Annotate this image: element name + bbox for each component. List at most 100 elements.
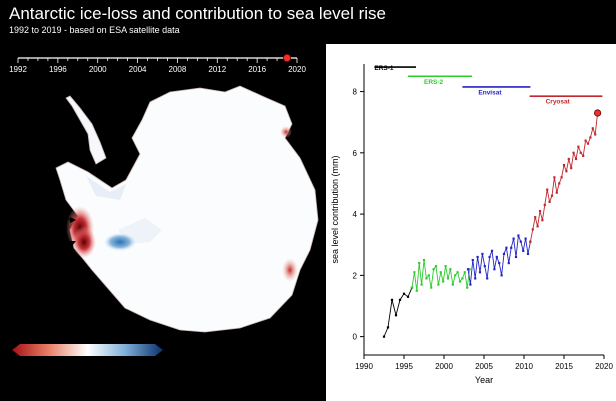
- data-point: [574, 157, 578, 161]
- timeline-tick-label: 2016: [248, 65, 266, 74]
- x-tick-label: 2010: [515, 362, 533, 371]
- data-point: [512, 237, 515, 240]
- mission-label: Cryosat: [546, 99, 571, 106]
- y-tick-label: 8: [353, 88, 358, 97]
- data-point: [507, 262, 510, 265]
- x-axis-label: Year: [475, 375, 493, 385]
- totten-loss-area: [282, 258, 298, 282]
- data-point: [446, 277, 450, 280]
- data-point: [586, 142, 590, 145]
- data-point: [495, 255, 498, 259]
- series-line: [467, 235, 531, 285]
- colorbar-tick-label: 0: [85, 361, 90, 370]
- colorbar-title: elevation change (m): [20, 335, 95, 344]
- series-line: [411, 259, 471, 291]
- data-point: [420, 283, 423, 286]
- data-point: [469, 283, 472, 286]
- colorbar-tick-label: 20: [146, 361, 155, 370]
- data-point: [439, 271, 442, 274]
- data-point: [486, 277, 489, 280]
- east-coast-loss-area: [280, 126, 292, 138]
- data-point: [442, 280, 445, 283]
- data-point: [481, 252, 484, 256]
- data-point: [406, 295, 410, 298]
- data-point: [449, 268, 452, 271]
- data-point: [463, 271, 466, 274]
- data-point: [466, 268, 470, 271]
- data-point: [422, 258, 426, 262]
- data-point: [382, 335, 386, 338]
- data-point: [591, 127, 594, 130]
- thwaites-loss-area: [72, 226, 96, 258]
- data-point: [466, 286, 469, 289]
- data-point: [524, 237, 527, 240]
- data-point: [505, 246, 508, 249]
- data-point: [570, 167, 573, 170]
- y-tick-label: 6: [353, 149, 358, 158]
- data-point: [454, 274, 457, 277]
- data-point: [490, 249, 494, 252]
- antarctic-peninsula: [65, 95, 107, 165]
- data-point: [430, 286, 433, 289]
- mission-label: Envisat: [478, 89, 502, 96]
- x-tick-label: 2005: [475, 362, 493, 371]
- siple-coast-gain-area: [104, 233, 136, 251]
- timeline-tick-label: 2004: [129, 65, 147, 74]
- colorbar-tick-label: -15: [35, 361, 47, 370]
- timeline-tick-label: 1996: [49, 65, 67, 74]
- data-point: [398, 298, 402, 301]
- data-point: [550, 194, 554, 197]
- latest-value-marker: [593, 109, 602, 117]
- data-point: [526, 252, 530, 256]
- data-point: [476, 255, 479, 259]
- data-point: [458, 280, 462, 283]
- series-line: [529, 112, 599, 242]
- year-timeline-slider[interactable]: 1992 1996 2000 2004 2008 2012 2016 2020: [0, 48, 320, 76]
- y-axis-label: sea level contribution (mm): [330, 155, 340, 263]
- colorbar-tick-label: 10: [114, 361, 123, 370]
- data-point: [589, 136, 592, 139]
- data-point: [502, 252, 506, 256]
- timeline-tick-label: 2012: [208, 65, 226, 74]
- data-point: [553, 176, 556, 179]
- data-point: [534, 216, 537, 219]
- data-point: [451, 283, 454, 286]
- x-tick-label: 2000: [435, 362, 453, 371]
- data-point: [517, 234, 520, 237]
- colorbar-tick-label: -10: [50, 361, 62, 370]
- pine-island-label-1: Pine Island: [12, 212, 52, 221]
- y-tick-label: 0: [353, 333, 358, 342]
- thwaites-label: Thwaites Glacier: [12, 253, 72, 262]
- timeline-tick-label: 2000: [89, 65, 107, 74]
- data-point: [413, 271, 416, 274]
- data-point: [390, 298, 394, 301]
- data-point: [562, 163, 566, 167]
- data-point: [425, 277, 428, 280]
- y-tick-label: 2: [353, 271, 358, 280]
- data-point: [488, 255, 491, 259]
- colorbar-tick-label: -20: [19, 361, 31, 370]
- y-tick-label: 4: [353, 210, 358, 219]
- data-point: [567, 157, 570, 161]
- data-point: [531, 228, 534, 231]
- data-point: [548, 200, 551, 203]
- colorbar-tick-label: -5: [68, 361, 76, 370]
- data-point: [444, 265, 447, 268]
- colorbar-tick-label: 15: [130, 361, 139, 370]
- x-tick-label: 2015: [555, 362, 573, 371]
- data-point: [410, 286, 414, 289]
- colorbar-tick-label: 5: [101, 361, 106, 370]
- data-point: [434, 265, 438, 268]
- data-point: [582, 154, 585, 157]
- x-tick-label: 1990: [355, 362, 373, 371]
- timeline-tick-label: 1992: [9, 65, 27, 74]
- x-tick-label: 2020: [595, 362, 613, 371]
- data-point: [386, 326, 390, 329]
- data-point: [536, 225, 539, 228]
- timeline-handle[interactable]: [283, 54, 292, 62]
- data-point: [478, 271, 482, 274]
- data-point: [471, 258, 474, 262]
- data-point: [560, 176, 563, 179]
- data-point: [418, 262, 421, 265]
- data-point: [415, 289, 418, 292]
